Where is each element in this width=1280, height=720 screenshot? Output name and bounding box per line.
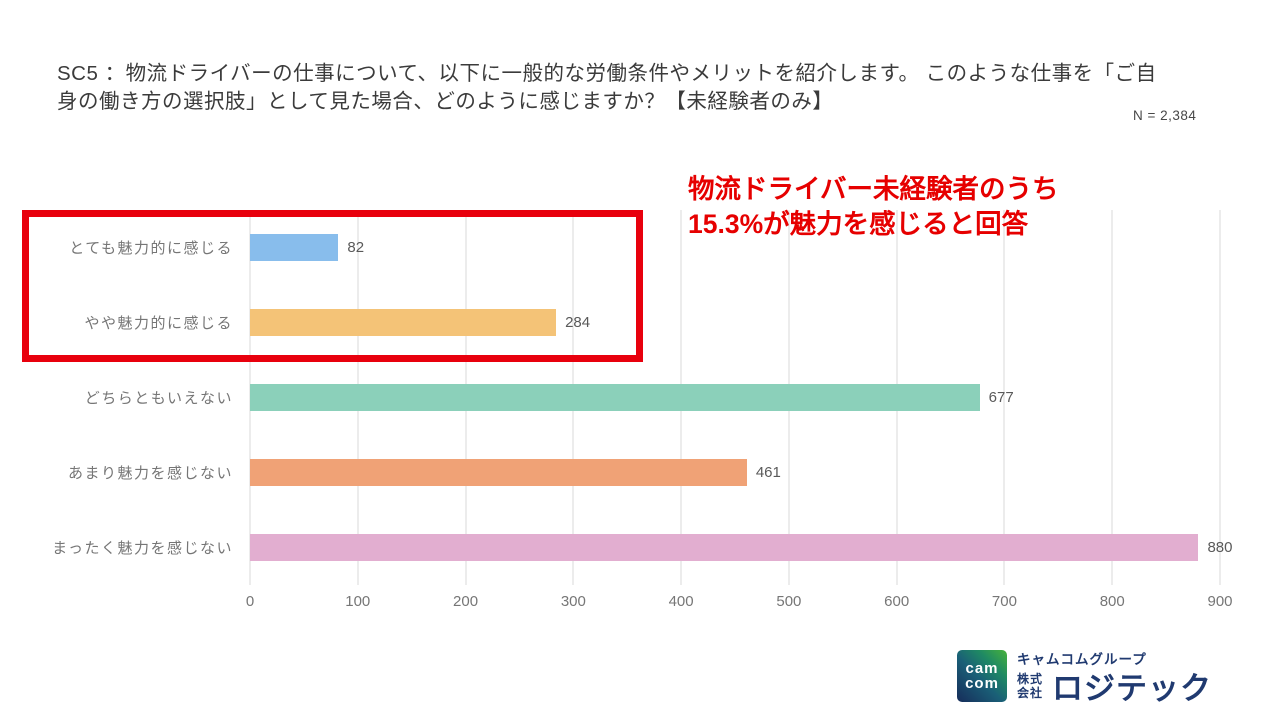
camcom-logo-mark-icon: cam com [957,650,1007,702]
category-label: やや魅力的に感じる [84,315,233,332]
bar-value-label: 677 [988,389,1014,406]
gridline [1219,210,1221,585]
bar [250,309,557,336]
x-tick-label: 800 [1099,593,1125,610]
question-title: SC5 ：物流ドライバーの仕事について、以下に一般的な労働条件やメリットを紹介し… [57,62,1157,114]
x-axis-ticks: 0 100 200 300 400 500 600 700 800 900 [246,593,1233,615]
bar-row: 284 [250,285,1220,360]
category-label: どちらともいえない [84,390,233,407]
x-tick-label: 300 [560,593,586,610]
bar [250,384,980,411]
annotation-callout: 物流ドライバー未経験者のうち 15.3%が魅力を感じると回答 [688,172,1208,242]
sample-size-label: N = 2,384 [1133,108,1197,123]
x-tick-label: 900 [1207,593,1233,610]
bar-value-label: 880 [1207,539,1233,556]
bar [250,534,1199,561]
bar [250,234,339,261]
logo-prefix-line2: 会社 [1017,686,1044,701]
bar-value-label: 82 [347,239,365,256]
logo-group-name: キャムコムグループ [1017,652,1147,667]
plot-area: 82 284 677 461 880 [249,210,1232,585]
category-label: まったく魅力を感じない [52,540,233,557]
x-tick-label: 0 [245,593,255,610]
bar-value-label: 284 [565,314,591,331]
annotation-line2: 15.3%が魅力を感じると回答 [688,208,1029,239]
company-logo: cam com キャムコムグループ 株式 会社 ロジテック [957,648,1237,708]
bar-row: 82 [250,210,1220,285]
x-tick-label: 700 [991,593,1017,610]
logo-mark-line2: com [965,675,999,692]
bar-row: 461 [250,435,1220,510]
gridline [1111,210,1113,585]
logo-mark-line1: cam [965,659,999,677]
logo-prefix-line1: 株式 [1017,672,1044,686]
x-tick-label: 200 [453,593,479,610]
x-tick-label: 500 [776,593,802,610]
bar-row: 880 [250,510,1232,585]
bar-value-label: 461 [755,464,781,481]
category-label: とても魅力的に感じる [69,240,233,257]
bar-row: 677 [250,360,1220,435]
category-label: あまり魅力を感じない [67,465,233,482]
x-tick-label: 400 [668,593,694,610]
highlight-box [22,210,643,362]
bar [250,459,747,486]
annotation-line1: 物流ドライバー未経験者のうち [688,174,1059,204]
category-axis: とても魅力的に感じるやや魅力的に感じる どちらともいえないあまり魅力を感じないまっ… [30,210,233,585]
logo-company-prefix: 株式 会社 [1017,672,1043,701]
x-tick-label: 100 [345,593,371,610]
logo-company-name: ロジテック [1052,671,1212,706]
gridline [1003,210,1005,585]
x-tick-label: 600 [884,593,910,610]
